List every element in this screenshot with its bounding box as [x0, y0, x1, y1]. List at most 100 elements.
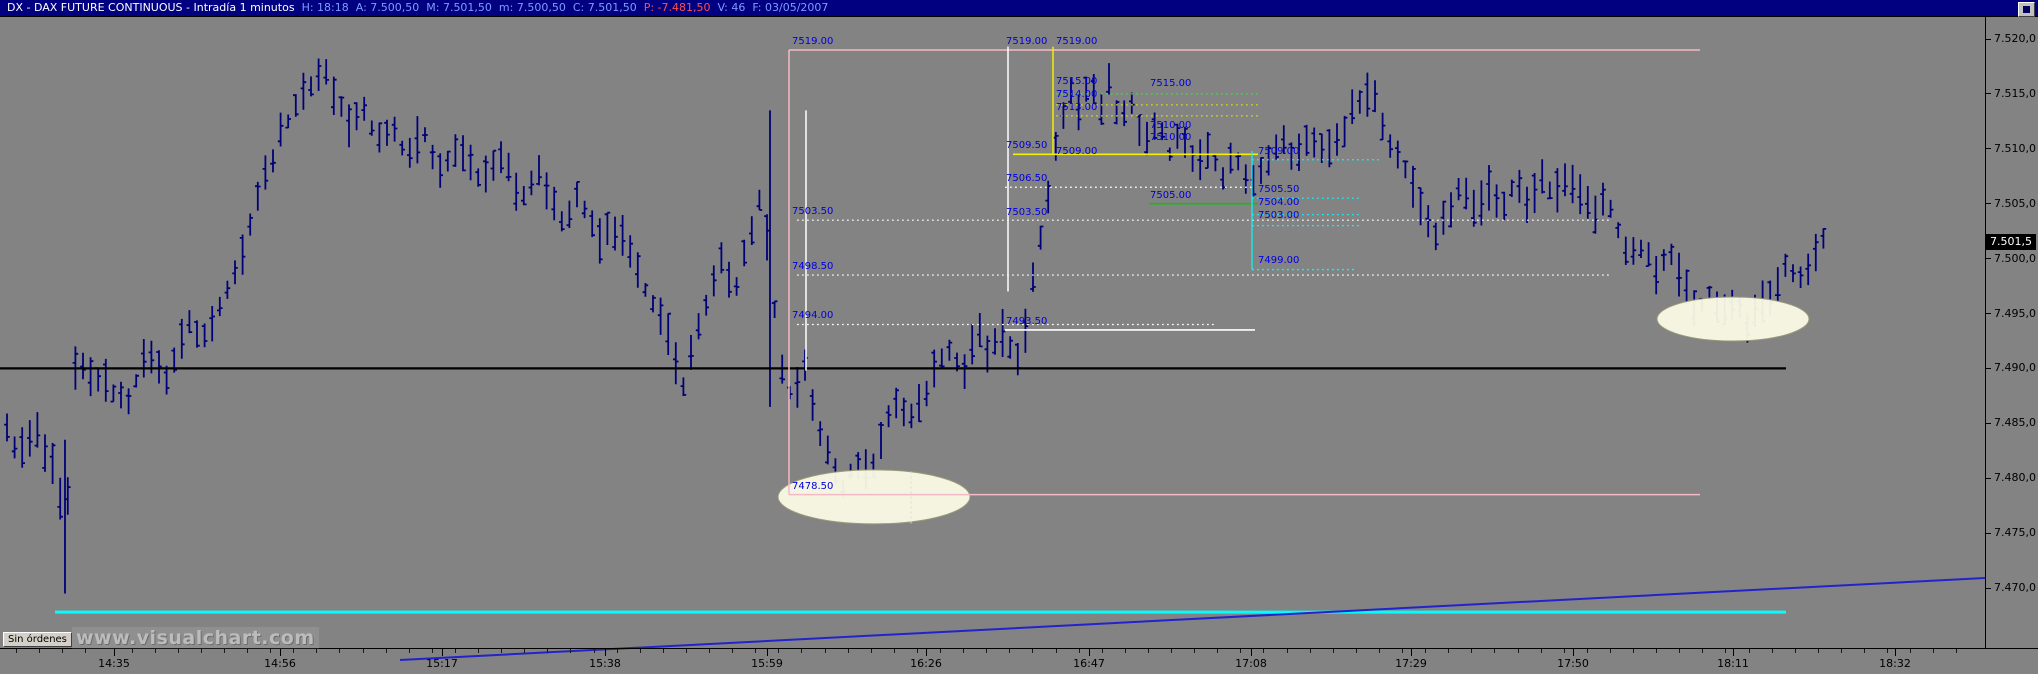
- time-axis-minor-tick: [639, 649, 641, 653]
- time-axis-minor-tick: [431, 649, 433, 653]
- price-axis[interactable]: 7.520,0 7.515,0 7.510,0 7.505,0 7.500,0 7.495…: [1985, 0, 2038, 674]
- time-axis-minor-tick: [616, 649, 618, 653]
- time-axis-minor-tick: [1471, 649, 1473, 653]
- time-axis-tick: [114, 649, 115, 656]
- title-segment: V: 46: [717, 1, 753, 14]
- time-axis-tick: [1895, 649, 1896, 656]
- time-axis-minor-tick: [454, 649, 456, 653]
- time-axis-minor-tick: [39, 649, 41, 653]
- time-axis-minor-tick: [16, 649, 17, 653]
- price-level-label: 7519.00: [1006, 36, 1047, 47]
- time-axis-tick: [926, 649, 927, 656]
- price-level-label: 7510.00: [1150, 132, 1191, 143]
- time-axis-minor-tick: [778, 649, 780, 653]
- price-level-label: 7514.00: [1056, 89, 1097, 100]
- price-axis-tick: [1986, 38, 1991, 40]
- time-axis-minor-tick: [1864, 649, 1865, 653]
- time-axis-minor-tick: [893, 649, 895, 653]
- price-level-label: 7505.50: [1258, 184, 1299, 195]
- plot-area[interactable]: [0, 17, 1985, 649]
- time-axis-minor-tick: [755, 649, 757, 653]
- time-axis-minor-tick: [1517, 649, 1519, 653]
- time-axis-minor-tick: [824, 649, 826, 653]
- price-level-label: 7519.00: [792, 36, 833, 47]
- time-axis-minor-tick: [870, 649, 872, 653]
- annotation-ellipse[interactable]: [1656, 296, 1810, 342]
- time-axis-minor-tick: [1263, 649, 1265, 653]
- title-segment: DX - DAX FUTURE CONTINUOUS - Intradía 1 …: [7, 1, 302, 14]
- price-axis-label: 7.485,0: [1994, 416, 2036, 430]
- time-axis-minor-tick: [1147, 649, 1149, 653]
- time-axis-minor-tick: [1679, 649, 1681, 653]
- orders-button[interactable]: Sin órdenes: [3, 632, 72, 647]
- time-axis-minor-tick: [1656, 649, 1658, 653]
- time-axis-minor-tick: [847, 649, 849, 653]
- annotation-ellipse[interactable]: [777, 469, 971, 525]
- time-axis-minor-tick: [154, 649, 156, 653]
- current-price-value: 7.501,5: [1990, 235, 2032, 248]
- price-level-label: 7510.00: [1150, 120, 1191, 131]
- time-axis-minor-tick: [1101, 649, 1103, 653]
- time-axis-minor-tick: [524, 649, 526, 653]
- price-level-label: 7506.50: [1006, 173, 1047, 184]
- title-segment: A: 7.500,50: [355, 1, 427, 14]
- time-axis-minor-tick: [593, 649, 595, 653]
- time-axis-minor-tick: [709, 649, 710, 653]
- price-level-label: 7499.00: [1258, 255, 1299, 266]
- price-level-label: 7503.00: [1258, 210, 1299, 221]
- time-axis-minor-tick: [478, 649, 479, 653]
- price-axis-tick: [1986, 93, 1991, 95]
- watermark: www.visualchart.com: [72, 627, 319, 649]
- time-axis-minor-tick: [1910, 649, 1912, 653]
- price-axis-label: 7.500,0: [1994, 251, 2036, 265]
- chart-title: DX - DAX FUTURE CONTINUOUS - Intradía 1 …: [7, 0, 828, 16]
- time-axis-minor-tick: [1217, 649, 1219, 653]
- time-axis-minor-tick: [62, 649, 64, 653]
- time-axis-minor-tick: [570, 649, 572, 653]
- time-axis[interactable]: 14:35 14:56 15:17 15:38 15:59 16:26 16:47 17:08…: [0, 648, 2038, 674]
- time-axis-minor-tick: [1956, 649, 1958, 653]
- time-axis-minor-tick: [1540, 649, 1542, 653]
- titlebar-button[interactable]: [2018, 2, 2035, 17]
- price-level-label: 7513.00: [1056, 102, 1097, 113]
- price-level-label: 7478.50: [792, 481, 833, 492]
- time-axis-label: 17:50: [1557, 657, 1589, 670]
- time-axis-minor-tick: [1055, 649, 1057, 653]
- time-axis-minor-tick: [801, 649, 803, 653]
- time-axis-label: 15:38: [589, 657, 621, 670]
- price-axis-tick: [1986, 587, 1991, 589]
- time-axis-minor-tick: [247, 649, 248, 653]
- price-axis-tick: [1986, 367, 1991, 369]
- title-segment: M: 7.501,50: [426, 1, 499, 14]
- time-axis-label: 15:17: [426, 657, 458, 670]
- time-axis-minor-tick: [131, 649, 133, 653]
- price-axis-tick: [1986, 477, 1991, 479]
- price-bars: [4, 58, 1827, 520]
- time-axis-minor-tick: [1332, 649, 1334, 653]
- price-level-label: 7494.00: [792, 310, 833, 321]
- title-segment: m: 7.500,50: [498, 1, 573, 14]
- trend-line[interactable]: [399, 577, 1986, 661]
- time-axis-minor-tick: [1563, 649, 1565, 653]
- price-level-label: 7519.00: [1056, 36, 1097, 47]
- time-axis-tick: [1733, 649, 1734, 656]
- time-axis-minor-tick: [1124, 649, 1126, 653]
- price-level-label: 7505.00: [1150, 190, 1191, 201]
- time-axis-minor-tick: [1633, 649, 1634, 653]
- price-level-label: 7509.50: [1006, 140, 1047, 151]
- title-segment: F: 03/05/2007: [752, 1, 829, 14]
- time-axis-minor-tick: [85, 649, 87, 653]
- time-axis-minor-tick: [1009, 649, 1011, 653]
- time-axis-label: 18:11: [1717, 657, 1749, 670]
- titlebar[interactable]: DX - DAX FUTURE CONTINUOUS - Intradía 1 …: [0, 0, 2038, 17]
- time-axis-label: 18:32: [1879, 657, 1911, 670]
- time-axis-minor-tick: [1402, 649, 1403, 653]
- time-axis-minor-tick: [1448, 649, 1450, 653]
- price-axis-tick: [1986, 313, 1991, 314]
- time-axis-tick: [605, 649, 606, 656]
- time-axis-minor-tick: [1286, 649, 1288, 653]
- time-axis-label: 16:47: [1073, 657, 1105, 670]
- price-axis-label: 7.480,0: [1994, 471, 2036, 485]
- title-segment: H: 18:18: [301, 1, 356, 14]
